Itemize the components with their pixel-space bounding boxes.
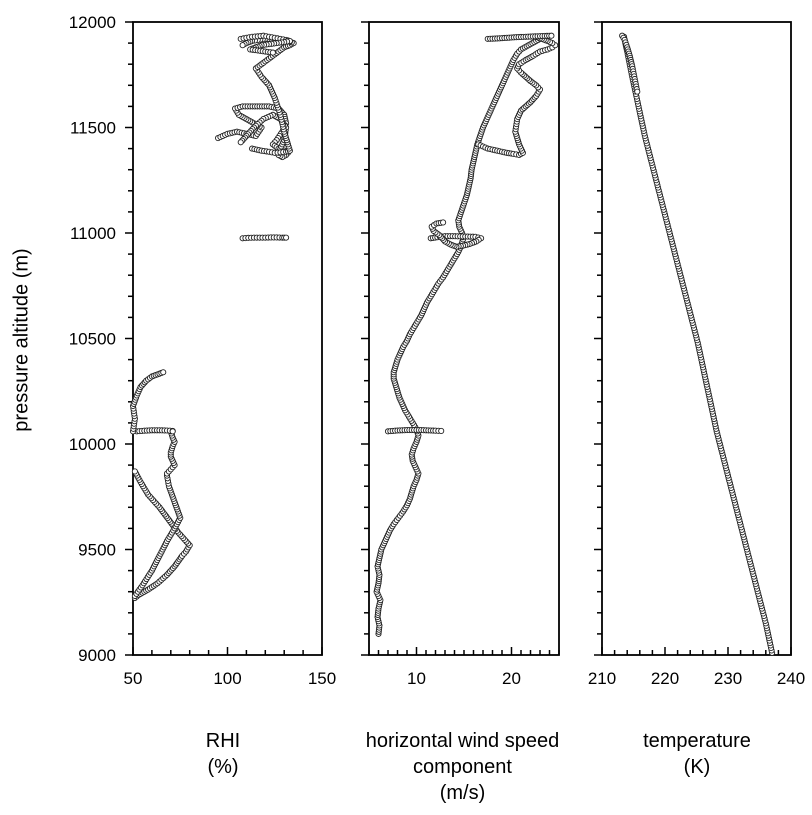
temperature-axis-label-line2: (K) (683, 756, 711, 778)
y-tick-label: 12000 (69, 13, 116, 32)
data-point-rhi (131, 468, 138, 475)
temperature-axis-label-line1: temperature (643, 730, 751, 752)
y-tick-label: 10000 (69, 435, 116, 454)
x-tick-label-temperature: 230 (714, 669, 742, 688)
y-tick-label: 10500 (69, 330, 116, 349)
data-point-wind (438, 427, 445, 434)
x-tick-label-rhi: 50 (124, 669, 143, 688)
data-point-temperature (634, 88, 641, 95)
y-tick-label: 11000 (70, 224, 116, 243)
x-tick-label-temperature: 220 (651, 669, 679, 688)
wind-axis-label-line1: horizontal wind speed (365, 730, 560, 752)
data-point-wind (440, 219, 447, 226)
rhi-axis-label-line1: RHI (205, 730, 241, 752)
x-tick-label-wind: 10 (407, 669, 426, 688)
x-tick-label-temperature: 240 (777, 669, 805, 688)
x-tick-label-wind: 20 (502, 669, 521, 688)
data-point-wind (548, 32, 555, 39)
panel-frame-temperature (601, 21, 792, 656)
rhi-axis-label: RHI (%) (123, 728, 323, 780)
x-tick-label-rhi: 150 (308, 669, 336, 688)
wind-axis-label-line2: component (413, 756, 512, 778)
rhi-axis-label-line2: (%) (207, 756, 239, 778)
panel-frame-rhi (132, 21, 323, 656)
panel-frame-wind (368, 21, 560, 656)
y-tick-label: 9500 (78, 541, 116, 560)
data-point-rhi (239, 42, 246, 49)
wind-axis-label-line3: (m/s) (439, 782, 486, 804)
data-point-rhi (160, 369, 167, 376)
data-point-rhi (169, 428, 176, 435)
temperature-axis-label: temperature (K) (597, 728, 797, 780)
data-point-rhi (269, 49, 276, 56)
y-axis-label: pressure altitude (m) (10, 248, 33, 432)
wind-axis-label: horizontal wind speed component (m/s) (330, 728, 595, 806)
x-tick-label-rhi: 100 (213, 669, 241, 688)
y-tick-label: 11500 (70, 119, 116, 138)
y-tick-label: 9000 (78, 646, 116, 665)
data-point-rhi (283, 234, 290, 241)
data-point-rhi (237, 139, 244, 146)
x-tick-label-temperature: 210 (588, 669, 616, 688)
